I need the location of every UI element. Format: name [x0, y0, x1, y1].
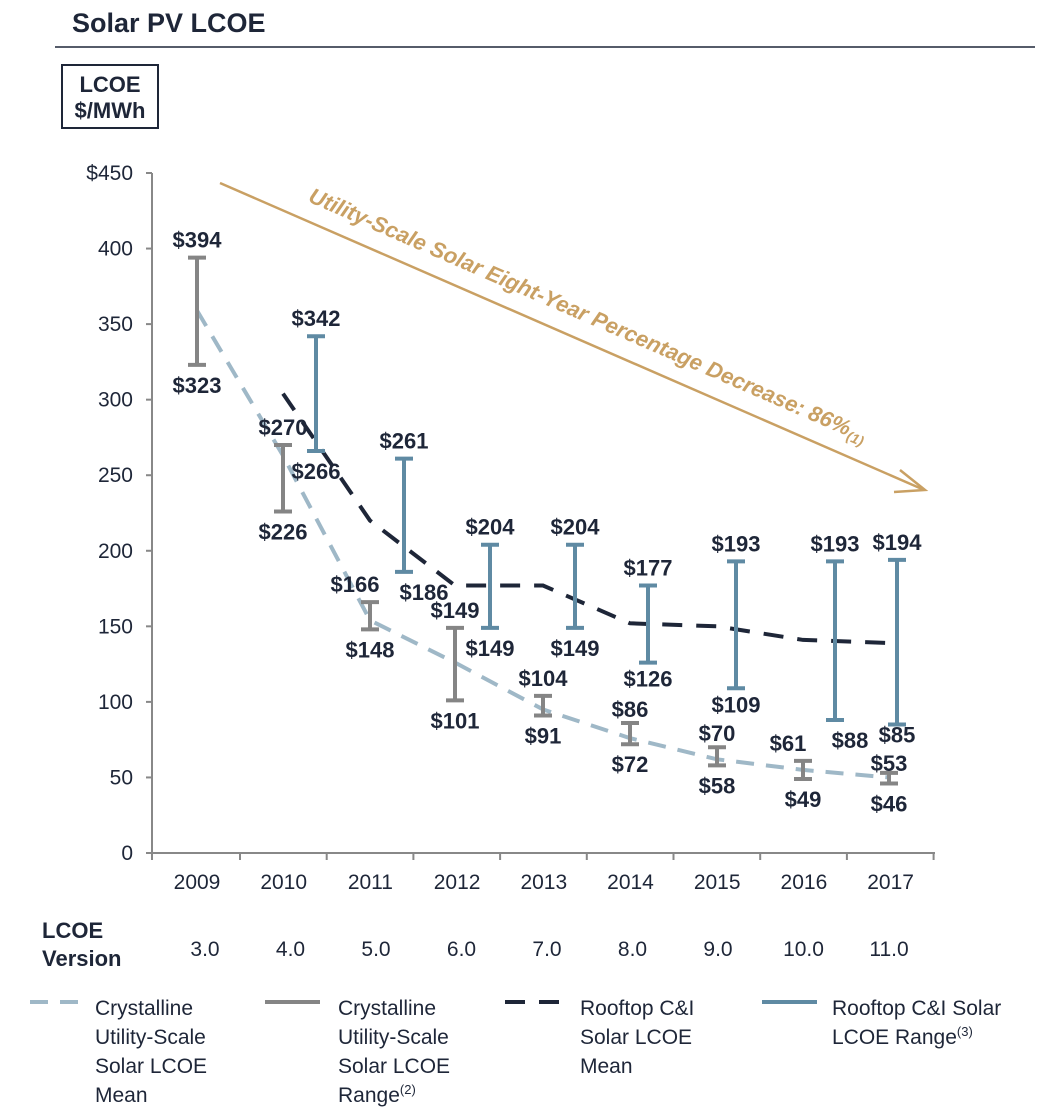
x-tick-label: 2013: [520, 871, 567, 894]
y-tick-label: 200: [98, 540, 133, 563]
legend-label: Solar LCOE: [95, 1055, 207, 1078]
y-tick-label: 400: [98, 238, 133, 261]
x-tick-label: 2014: [607, 871, 654, 894]
legend-label: Range(2): [338, 1082, 416, 1107]
rooftop-range-high-label: $194: [873, 530, 923, 555]
rooftop-mean-line: [281, 392, 890, 645]
y-tick-label: 250: [98, 464, 133, 487]
rooftop-range-low-label: $149: [466, 636, 515, 661]
utility-range-high-label: $104: [519, 666, 569, 691]
legend-label: Solar LCOE: [338, 1055, 450, 1078]
version-value: 8.0: [618, 938, 647, 961]
y-tick-label: 350: [98, 313, 133, 336]
version-value: 3.0: [190, 938, 219, 961]
utility-range-high-label: $394: [173, 228, 223, 253]
rooftop-range-low-label: $85: [879, 723, 916, 748]
utility-range-high-label: $166: [331, 572, 380, 597]
version-value: 11.0: [869, 938, 908, 961]
rooftop-range-low-label: $149: [551, 636, 600, 661]
legend-label: Rooftop C&I: [580, 997, 694, 1020]
x-tick-label: 2012: [434, 871, 481, 894]
utility-range-high-label: $53: [871, 751, 908, 776]
version-value: 7.0: [532, 938, 561, 961]
rooftop-range-low-label: $126: [624, 667, 673, 692]
utility-range-low-label: $49: [785, 787, 822, 812]
legend-label: Utility-Scale: [95, 1026, 206, 1049]
decrease-arrow-line: [219, 181, 923, 491]
x-tick-label: 2011: [348, 871, 393, 894]
annotation-text: Utility-Scale Solar Eight-Year Percentag…: [304, 183, 871, 449]
legend-label: Solar LCOE: [580, 1026, 692, 1049]
rooftop-range-high-label: $204: [466, 515, 516, 540]
y-tick-label: 300: [98, 389, 133, 412]
version-label: Version: [42, 946, 121, 971]
unit-box: [61, 64, 159, 129]
version-value: 10.0: [783, 938, 824, 961]
rooftop-range-high-label: $193: [811, 531, 860, 556]
x-tick-label: 2016: [781, 871, 828, 894]
legend-footnote: (3): [957, 1024, 973, 1039]
utility-range-low-label: $72: [612, 752, 649, 777]
utility-range-low-label: $58: [699, 773, 736, 798]
rooftop-range-low-label: $109: [712, 692, 761, 717]
unit-label-2: $/MWh: [75, 98, 146, 123]
decrease-arrow-head: [893, 469, 929, 494]
rooftop-range-low-label: $88: [832, 728, 869, 753]
x-tick-label: 2015: [694, 871, 741, 894]
unit-label-1: LCOE: [79, 72, 140, 97]
utility-range-high-label: $86: [612, 697, 649, 722]
x-tick-label: 2010: [260, 871, 307, 894]
legend-label: LCOE Range(3): [832, 1024, 973, 1049]
legend-label: Mean: [95, 1084, 148, 1107]
version-label: LCOE: [42, 918, 103, 943]
version-value: 6.0: [447, 938, 476, 961]
legend-label: Rooftop C&I Solar: [832, 997, 1001, 1020]
utility-range-low-label: $323: [173, 373, 222, 398]
utility-range-high-label: $149: [431, 598, 480, 623]
utility-range-low-label: $91: [525, 723, 562, 748]
x-tick-label: 2017: [867, 871, 914, 894]
utility-range-low-label: $101: [431, 708, 480, 733]
rooftop-range-high-label: $177: [624, 556, 673, 581]
utility-range-low-label: $148: [346, 637, 395, 662]
utility-range-low-label: $226: [259, 519, 308, 544]
utility-range-high-label: $61: [770, 731, 807, 756]
rooftop-range-high-label: $204: [551, 515, 601, 540]
y-tick-label: 0: [121, 842, 133, 865]
utility-range-low-label: $46: [871, 791, 908, 816]
legend-label: Utility-Scale: [338, 1026, 449, 1049]
utility-range-high-label: $70: [699, 721, 736, 746]
y-tick-label: 150: [98, 615, 133, 638]
y-tick-label: $450: [86, 162, 133, 185]
legend-footnote: (2): [400, 1082, 416, 1097]
rooftop-range-high-label: $193: [712, 531, 761, 556]
y-tick-label: 100: [98, 691, 133, 714]
chart-title: Solar PV LCOE: [72, 8, 266, 38]
version-value: 5.0: [361, 938, 390, 961]
rooftop-range-high-label: $261: [380, 429, 429, 454]
x-tick-label: 2009: [174, 871, 221, 894]
legend-label: Crystalline: [338, 997, 436, 1020]
y-tick-label: 50: [110, 766, 133, 789]
rooftop-range-low-label: $186: [400, 580, 449, 605]
version-value: 4.0: [276, 938, 305, 961]
legend-label: Mean: [580, 1055, 633, 1078]
version-value: 9.0: [703, 938, 732, 961]
rooftop-range-low-label: $266: [292, 459, 341, 484]
rooftop-range-high-label: $342: [292, 306, 341, 331]
utility-range-high-label: $270: [259, 415, 308, 440]
legend-label: Crystalline: [95, 997, 193, 1020]
